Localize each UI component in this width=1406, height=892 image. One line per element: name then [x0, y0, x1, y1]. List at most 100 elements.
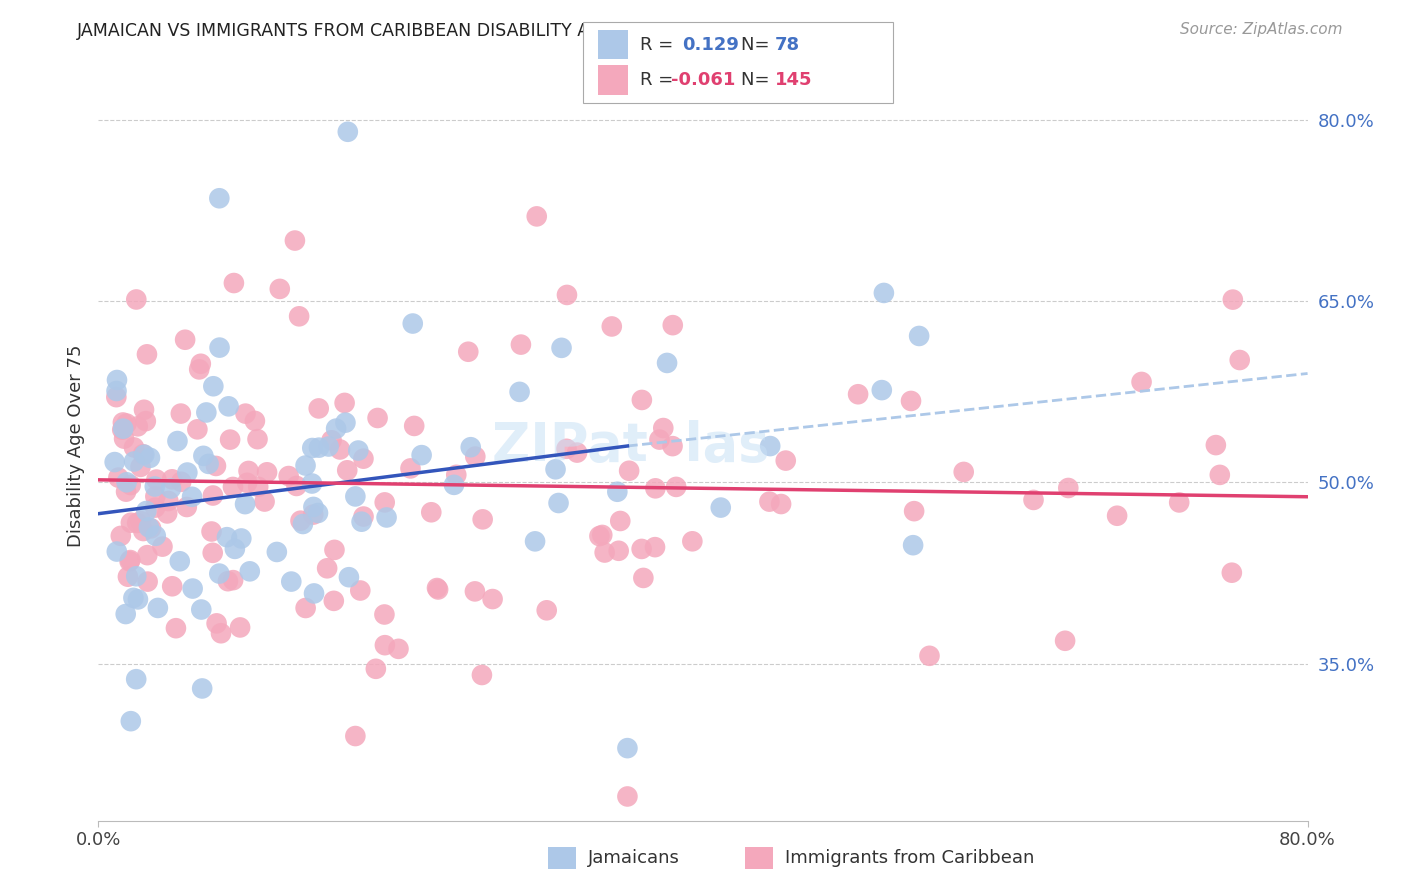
Point — [1057, 481, 1080, 495]
Text: Immigrants from Caribbean: Immigrants from Caribbean — [785, 849, 1033, 867]
Point — [509, 337, 531, 351]
Text: -0.061: -0.061 — [671, 71, 735, 89]
Point — [166, 434, 188, 448]
Point — [661, 439, 683, 453]
Point — [903, 504, 925, 518]
Point — [143, 500, 166, 515]
Point — [247, 480, 270, 494]
Point — [111, 423, 134, 437]
Point — [288, 310, 311, 324]
Point — [115, 417, 138, 431]
Point — [464, 450, 486, 464]
Point — [446, 467, 468, 482]
Point — [208, 566, 231, 581]
Point — [918, 648, 941, 663]
Point — [322, 594, 344, 608]
Point — [759, 439, 782, 453]
Point — [205, 616, 228, 631]
Point — [112, 422, 135, 436]
Point — [117, 570, 139, 584]
Point — [633, 571, 655, 585]
Point — [333, 396, 356, 410]
Text: 0.129: 0.129 — [682, 36, 738, 54]
Point — [1220, 566, 1243, 580]
Point — [176, 466, 198, 480]
Point — [129, 459, 152, 474]
Point — [308, 441, 330, 455]
Point — [427, 582, 450, 597]
Point — [156, 507, 179, 521]
Point — [256, 465, 278, 479]
Point — [170, 475, 193, 489]
Point — [353, 451, 375, 466]
Text: ZIPat  las: ZIPat las — [492, 420, 769, 472]
Point — [209, 626, 232, 640]
Point — [157, 494, 180, 508]
Text: Jamaicans: Jamaicans — [588, 849, 679, 867]
Point — [215, 530, 238, 544]
Point — [404, 418, 426, 433]
Point — [135, 504, 157, 518]
Point — [460, 440, 482, 454]
Point — [606, 484, 628, 499]
Point — [536, 603, 558, 617]
Point — [174, 333, 197, 347]
Point — [132, 402, 155, 417]
Point — [125, 293, 148, 307]
Point — [181, 490, 204, 504]
Point — [127, 516, 149, 530]
Point — [186, 422, 208, 436]
Point — [120, 516, 142, 530]
Point — [323, 542, 346, 557]
Point — [115, 475, 138, 490]
Point — [193, 449, 215, 463]
Point — [170, 407, 193, 421]
Point — [364, 662, 387, 676]
Point — [201, 489, 224, 503]
Point — [443, 478, 465, 492]
Point — [846, 387, 869, 401]
Point — [120, 714, 142, 728]
Point — [1022, 492, 1045, 507]
Point — [387, 641, 409, 656]
Point — [201, 546, 224, 560]
Point — [609, 514, 631, 528]
Point — [775, 453, 797, 467]
Point — [617, 464, 640, 478]
Point — [118, 554, 141, 568]
Point — [1054, 633, 1077, 648]
Point — [347, 443, 370, 458]
Point — [190, 602, 212, 616]
Point — [165, 621, 187, 635]
Point — [373, 607, 395, 622]
Point — [224, 541, 246, 556]
Point — [145, 473, 167, 487]
Point — [870, 383, 893, 397]
Point — [105, 384, 128, 398]
Point — [873, 285, 896, 300]
Text: R =: R = — [640, 36, 679, 54]
Point — [335, 416, 357, 430]
Point — [471, 512, 494, 526]
Point — [208, 191, 231, 205]
Point — [129, 514, 152, 528]
Point — [526, 210, 548, 224]
Point — [195, 405, 218, 419]
Text: 78: 78 — [775, 36, 800, 54]
Point — [136, 347, 159, 361]
Point — [464, 584, 486, 599]
Point — [291, 516, 314, 531]
Point — [329, 442, 352, 457]
Point — [294, 601, 316, 615]
Text: JAMAICAN VS IMMIGRANTS FROM CARIBBEAN DISABILITY AGE OVER 75 CORRELATION CHART: JAMAICAN VS IMMIGRANTS FROM CARIBBEAN DI… — [77, 22, 890, 40]
Point — [217, 574, 239, 589]
Point — [191, 681, 214, 696]
Point — [231, 532, 253, 546]
Point — [544, 462, 567, 476]
Point — [302, 500, 325, 514]
Point — [284, 234, 307, 248]
Point — [758, 494, 780, 508]
Point — [399, 461, 422, 475]
Point — [481, 592, 503, 607]
Point — [218, 400, 240, 414]
